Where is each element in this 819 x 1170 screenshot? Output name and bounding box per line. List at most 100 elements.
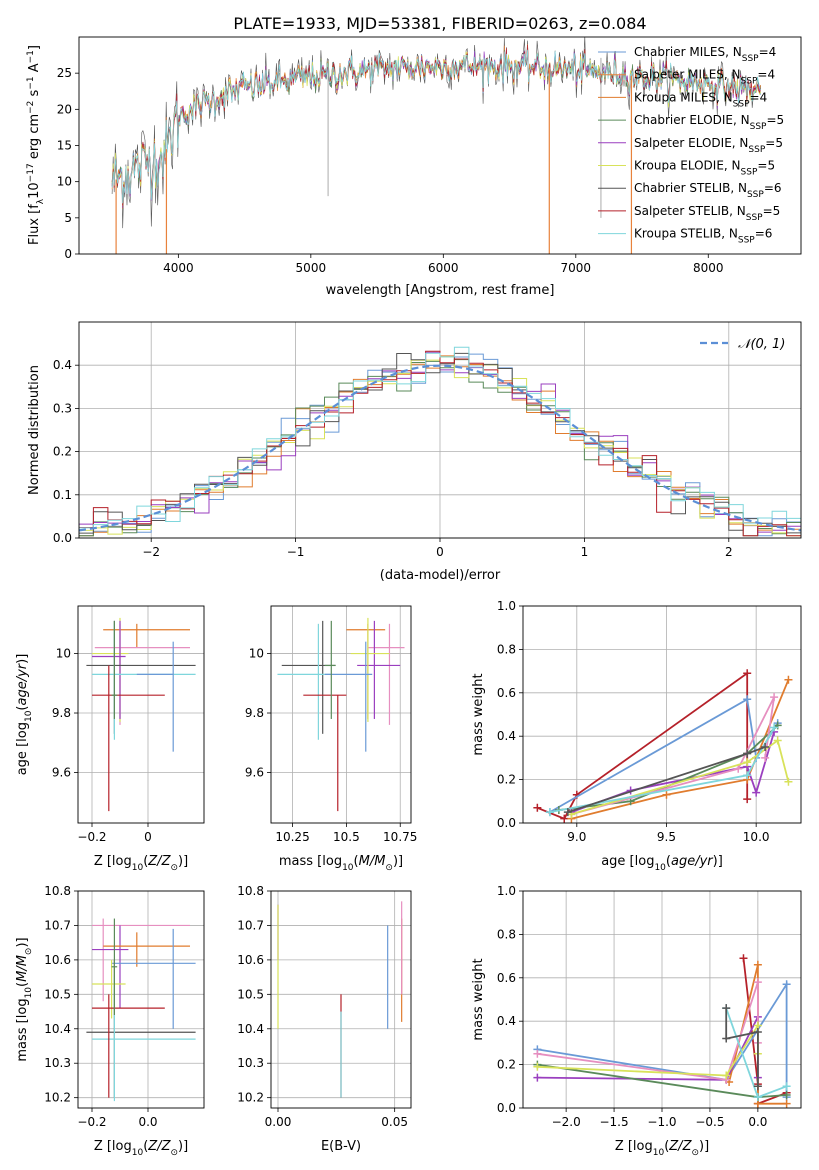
y-tick-label: 0.0 — [53, 531, 72, 545]
y-tick-label: 0.3 — [53, 401, 72, 415]
weight-marker — [722, 1071, 731, 1080]
weight-marker — [784, 777, 793, 786]
weight-line — [571, 679, 790, 820]
weight-marker — [662, 790, 671, 799]
legend-entry: Chabrier ELODIE, NSSP=5 — [634, 113, 784, 132]
panel-age-vs-mass: 10.25 10.5 10.75 9.6 9.8 10 mass [log10(M/M⊙)] — [245, 605, 417, 873]
x-axis-label: age [log10(age/yr)] — [601, 854, 723, 873]
weight-marker — [743, 749, 752, 758]
normal-curve — [78, 364, 802, 532]
x-tick-label: −0.2 — [77, 830, 106, 844]
panel-spectrum: 4000 5000 6000 7000 8000 0 5 10 15 20 25 wavelength… — [26, 36, 802, 298]
x-tick-label: −1 — [287, 545, 305, 559]
weight-marker — [753, 960, 762, 969]
legend-entry: 𝒩(0, 1) — [738, 337, 785, 352]
weight-line — [571, 696, 775, 816]
y-axis-label: mass weight — [471, 958, 486, 1040]
y-axis-label: age [log10(age/yr)] — [15, 654, 34, 776]
panel-weight-vs-age: 9.0 9.5 10.0 0.0 0.2 0.4 0.6 0.8 1.0 age [log10(a… — [471, 599, 802, 873]
axes-frame — [270, 605, 412, 824]
y-tick-label: 10.7 — [237, 918, 264, 932]
weight-marker — [533, 1049, 542, 1058]
y-tick-label: 0.4 — [53, 358, 72, 372]
y-tick-label: 0.2 — [497, 773, 516, 787]
panel-residual-histogram: −2 −1 0 1 2 0.0 0.1 0.2 0.3 0.4 𝒩(0, 1) (data-model… — [27, 321, 802, 583]
x-tick-label: −2 — [142, 545, 160, 559]
y-tick-label: 15 — [57, 139, 72, 153]
x-tick-label: 0.05 — [381, 1115, 408, 1129]
weight-marker — [761, 753, 770, 762]
x-tick-label: 0 — [144, 830, 152, 844]
y-tick-label: 10 — [57, 175, 72, 189]
y-tick-label: 10.3 — [237, 1056, 264, 1070]
legend-entry: Salpeter MILES, NSSP=4 — [634, 68, 775, 87]
x-axis-label: mass [log10(M/M⊙)] — [279, 854, 403, 873]
y-tick-label: 10.6 — [237, 953, 264, 967]
panel-mass-vs-ebv: 0.00 0.05 10.2 10.3 10.4 10.5 10.6 10.7 10.8 E(B-… — [237, 884, 412, 1154]
y-tick-label: 0.4 — [497, 729, 516, 743]
x-tick-label: 1 — [581, 545, 589, 559]
y-tick-label: 10.8 — [44, 884, 71, 898]
x-tick-label: 0 — [436, 545, 444, 559]
x-tick-label: 0.00 — [265, 1115, 292, 1129]
axes-frame — [522, 890, 802, 1109]
x-tick-label: −2.0 — [552, 1115, 581, 1129]
y-tick-label: 10.3 — [44, 1056, 71, 1070]
weight-marker — [770, 693, 779, 702]
y-tick-label: 9.8 — [52, 706, 71, 720]
x-tick-label: 10.75 — [383, 830, 417, 844]
y-tick-label: 0.8 — [497, 927, 516, 941]
axes-frame — [77, 890, 205, 1109]
x-tick-label: 0.0 — [748, 1115, 767, 1129]
weight-line — [558, 724, 779, 811]
y-tick-label: 10.2 — [44, 1091, 71, 1105]
weight-marker — [782, 1090, 791, 1099]
weight-marker — [743, 795, 752, 804]
weight-marker — [782, 1099, 791, 1108]
legend-entry: Salpeter ELODIE, NSSP=5 — [634, 136, 783, 155]
x-axis-label: wavelength [Angstrom, rest frame] — [326, 283, 555, 298]
weight-marker — [773, 736, 782, 745]
x-tick-label: 2 — [725, 545, 733, 559]
y-tick-label: 1.0 — [497, 599, 516, 613]
legend-entry: Kroupa STELIB, NSSP=6 — [634, 227, 772, 246]
y-tick-label: 0.0 — [497, 816, 516, 830]
axes-frame — [78, 321, 802, 539]
x-axis-label: Z [log10(Z/Z⊙)] — [94, 854, 188, 873]
legend-entry: Kroupa ELODIE, NSSP=5 — [634, 159, 775, 178]
y-tick-label: 0.6 — [497, 686, 516, 700]
weight-marker — [743, 771, 752, 780]
figure-title: PLATE=1933, MJD=53381, FIBERID=0263, z=0… — [233, 14, 646, 33]
legend-entry: Kroupa MILES, NSSP=4 — [634, 90, 767, 109]
y-tick-label: 9.6 — [245, 765, 264, 779]
y-axis-label: Flux [fλ10−17 erg cm−2 s−1 A−1] — [26, 45, 46, 245]
x-axis-label: (data-model)/error — [380, 568, 501, 583]
weight-line — [537, 981, 759, 1081]
weight-marker — [563, 808, 572, 817]
legend-entry: Chabrier STELIB, NSSP=6 — [634, 181, 782, 200]
y-tick-label: 0.2 — [53, 445, 72, 459]
weight-marker — [533, 1073, 542, 1082]
weight-marker — [753, 1093, 762, 1102]
weight-marker — [743, 758, 752, 767]
weight-marker — [722, 1034, 731, 1043]
axes-frame — [270, 890, 412, 1109]
weight-marker — [770, 723, 779, 732]
weight-marker — [784, 675, 793, 684]
y-tick-label: 20 — [57, 102, 72, 116]
axes-frame — [77, 605, 205, 824]
weight-marker — [761, 743, 770, 752]
y-tick-label: 0.1 — [53, 488, 72, 502]
x-tick-label: −1.5 — [599, 1115, 628, 1129]
y-tick-label: 25 — [57, 66, 72, 80]
y-tick-label: 10.7 — [44, 918, 71, 932]
weight-marker — [782, 980, 791, 989]
y-axis-label: Normed distribution — [27, 365, 42, 495]
x-tick-label: −1.0 — [647, 1115, 676, 1129]
weight-line — [725, 1008, 759, 1087]
y-tick-label: 0.8 — [497, 642, 516, 656]
y-tick-label: 10.5 — [237, 987, 264, 1001]
weight-marker — [782, 1082, 791, 1091]
x-tick-label: 10.5 — [333, 830, 360, 844]
y-tick-label: 10.6 — [44, 953, 71, 967]
